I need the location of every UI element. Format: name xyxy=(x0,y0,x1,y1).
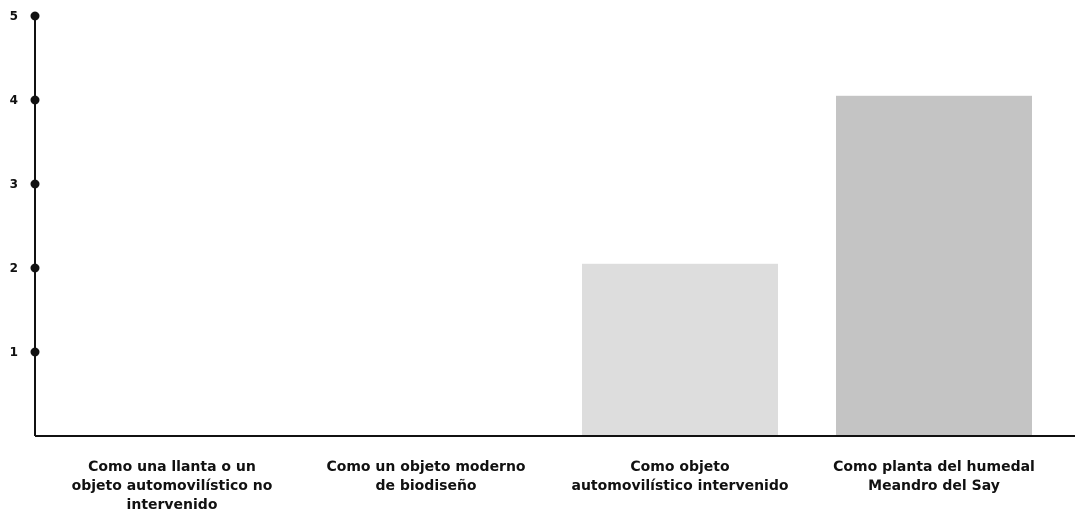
y-tick-dot-1 xyxy=(30,347,40,357)
axes-layer xyxy=(30,11,1075,437)
labels-layer: 1 2 3 4 5 Como una llanta o un objeto automovi… xyxy=(10,9,1035,513)
x-category-label-1: Como una llanta o un objeto automovilísti… xyxy=(72,459,273,513)
bar-3 xyxy=(582,263,778,436)
y-tick-label-5: 5 xyxy=(10,9,18,23)
y-tick-dot-5 xyxy=(30,11,40,21)
y-tick-dot-3 xyxy=(30,179,40,189)
x-category-label-4: Como planta del humedal Meandro del Say xyxy=(833,459,1035,494)
y-tick-label-2: 2 xyxy=(10,261,18,275)
y-tick-dot-4 xyxy=(30,95,40,105)
bars-layer xyxy=(582,95,1032,437)
y-tick-dot-2 xyxy=(30,263,40,273)
x-category-label-2: Como un objeto moderno de biodiseño xyxy=(326,459,525,494)
y-tick-label-3: 3 xyxy=(10,177,18,191)
y-tick-label-1: 1 xyxy=(10,345,18,359)
x-category-label-3: Como objeto automovilístico intervenido xyxy=(572,459,789,494)
y-tick-label-4: 4 xyxy=(10,93,18,107)
bar-4 xyxy=(836,95,1032,437)
